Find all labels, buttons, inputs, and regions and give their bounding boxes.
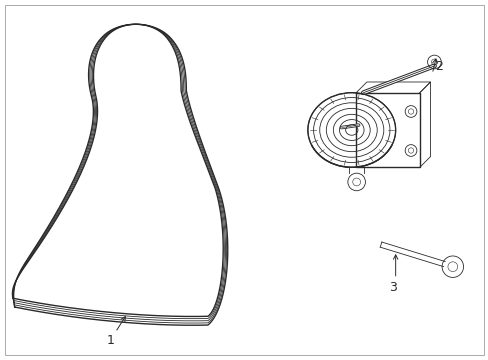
Text: 1: 1	[106, 334, 114, 347]
Text: 2: 2	[435, 60, 443, 73]
Text: 3: 3	[388, 280, 396, 293]
